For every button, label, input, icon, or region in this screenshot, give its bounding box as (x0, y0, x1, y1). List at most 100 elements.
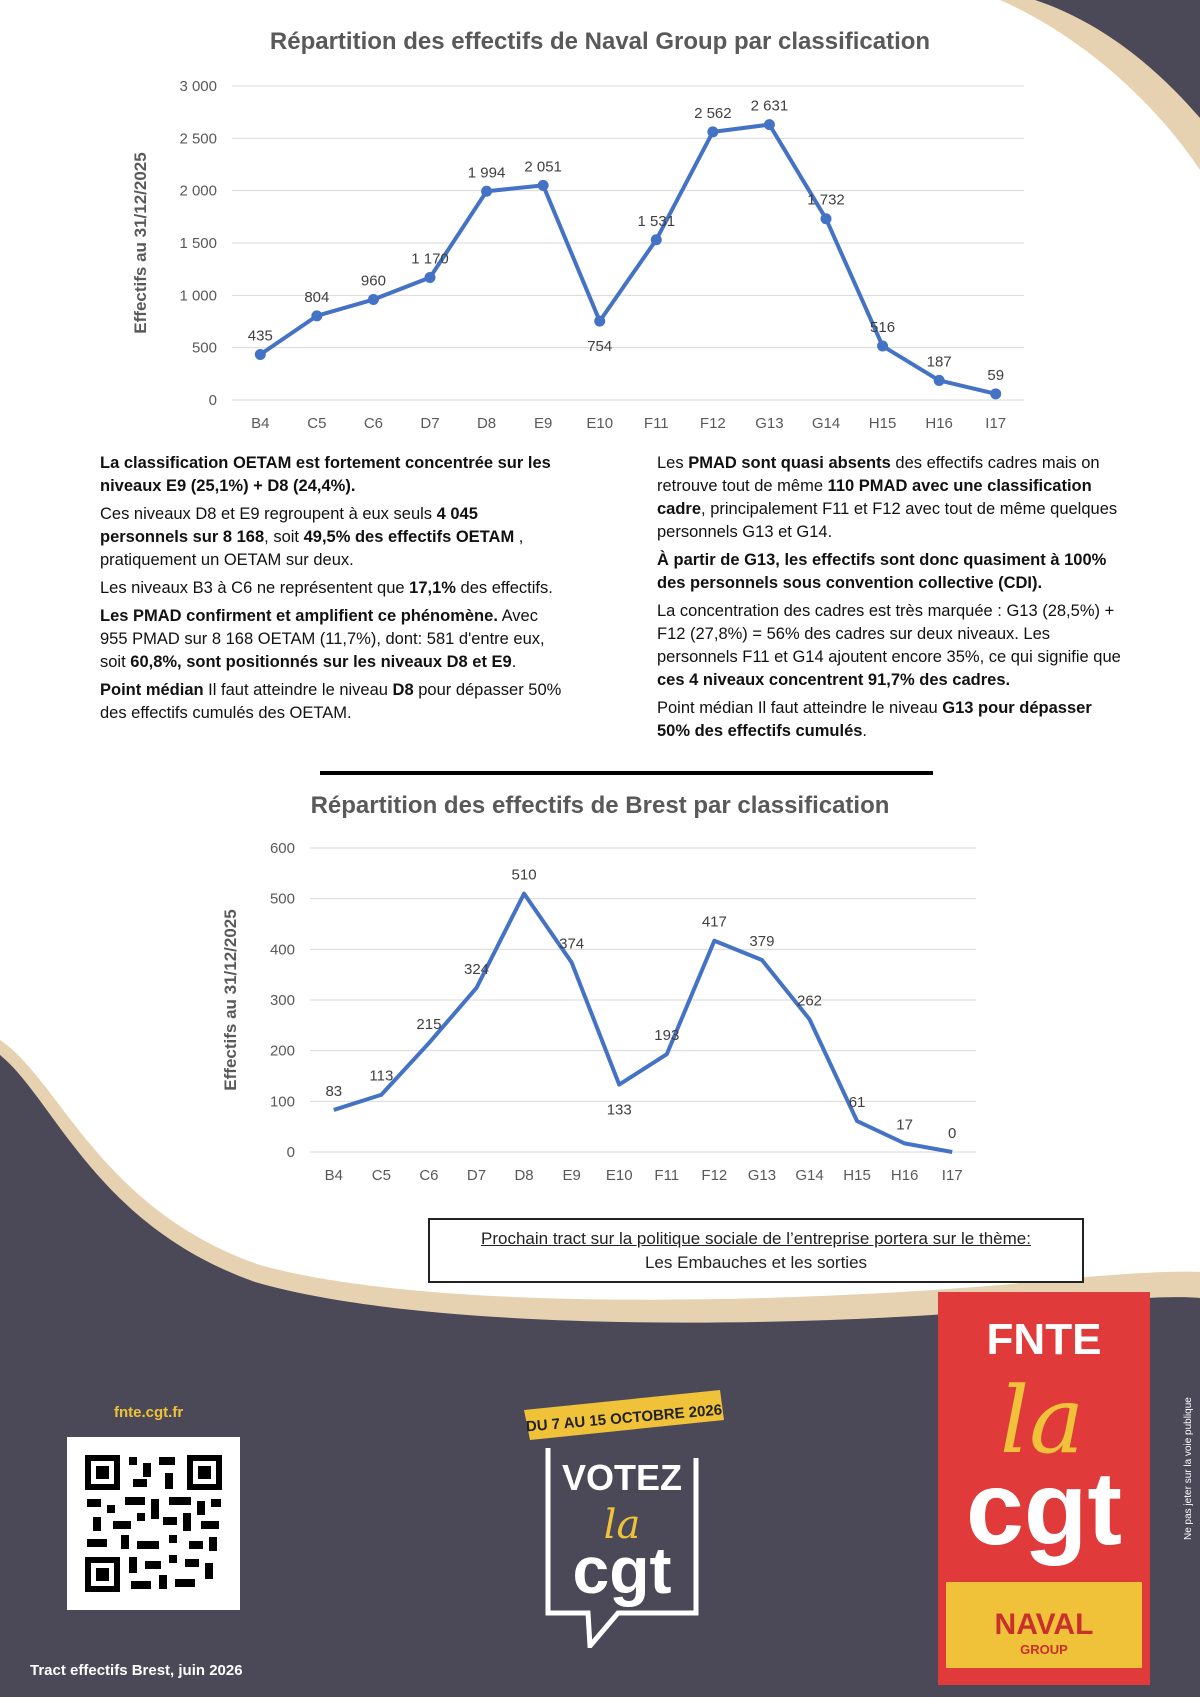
y-tick-label: 500 (270, 891, 295, 908)
x-tick-label: E9 (562, 1167, 580, 1184)
data-point (933, 374, 945, 386)
x-tick-label: I17 (985, 415, 1006, 432)
vote-cgt-badge: DU 7 AU 15 OCTOBRE 2026 VOTEZ la cgt (524, 1390, 724, 1648)
data-point (877, 340, 889, 352)
notice-line-2: Les Embauches et les sorties (644, 1253, 868, 1272)
data-point (367, 294, 379, 306)
right-paragraph-4: Point médian Il faut atteindre le niveau… (657, 699, 1092, 740)
data-label: 1 170 (411, 251, 449, 268)
data-label: 1 994 (468, 164, 506, 181)
next-tract-notice: Prochain tract sur la politique sociale … (428, 1218, 1084, 1283)
x-tick-label: F12 (700, 415, 726, 432)
y-tick-label: 100 (270, 1093, 295, 1110)
y-tick-label: 0 (209, 392, 217, 409)
data-label: 215 (416, 1016, 441, 1033)
data-label: 754 (587, 338, 612, 355)
data-label: 960 (361, 273, 386, 290)
section-divider (320, 771, 933, 775)
qr-code-icon (85, 1455, 222, 1592)
x-tick-label: B4 (251, 415, 269, 432)
logo-naval-text: NAVAL (995, 1608, 1094, 1641)
x-tick-label: E10 (586, 415, 613, 432)
data-label: 516 (870, 319, 895, 336)
data-label: 510 (512, 867, 537, 884)
data-label: 435 (248, 327, 273, 344)
website-link[interactable]: fnte.cgt.fr (114, 1404, 184, 1421)
x-tick-label: G13 (755, 415, 783, 432)
tract-footer-label: Tract effectifs Brest, juin 2026 (30, 1662, 243, 1679)
data-label: 0 (948, 1125, 956, 1142)
data-label: 59 (987, 367, 1004, 384)
right-paragraph-2: À partir de G13, les effectifs sont donc… (657, 551, 1107, 592)
data-point (650, 234, 662, 246)
x-tick-label: D8 (514, 1167, 533, 1184)
data-label: 2 051 (524, 158, 562, 175)
y-tick-label: 1 000 (179, 287, 217, 304)
data-point (707, 126, 719, 138)
x-tick-label: E9 (534, 415, 552, 432)
x-tick-label: H15 (869, 415, 897, 432)
vote-cgt-text: cgt (573, 1533, 672, 1607)
data-point (254, 348, 266, 360)
x-tick-label: I17 (942, 1167, 963, 1184)
data-label: 2 562 (694, 105, 732, 122)
y-tick-label: 500 (192, 340, 217, 357)
data-point (481, 185, 493, 197)
series-line (333, 891, 953, 1154)
data-label: 2 631 (751, 98, 789, 115)
left-paragraph-5: Point médian Il faut atteindre le niveau… (100, 681, 562, 722)
x-tick-label: D7 (420, 415, 439, 432)
data-label: 133 (607, 1102, 632, 1119)
data-label: 61 (849, 1094, 866, 1111)
right-text-column: Les PMAD sont quasi absents des effectif… (657, 452, 1127, 748)
x-tick-label: D8 (477, 415, 496, 432)
data-label: 379 (749, 933, 774, 950)
placeholder-block (262, 1424, 487, 1496)
right-paragraph-1: Les PMAD sont quasi absents des effectif… (657, 454, 1118, 541)
fnte-text: FNTE (987, 1315, 1102, 1364)
x-tick-label: G14 (795, 1167, 823, 1184)
line-chart-naval-group: 0 500 1 000 1 500 2 000 2 500 3 000 B4 C5 C6 D7 D8 E… (131, 78, 1024, 432)
left-paragraph-3: Les niveaux B3 à C6 ne représentent que … (100, 579, 553, 597)
qr-code (67, 1437, 240, 1610)
y-tick-label: 2 000 (179, 183, 217, 200)
data-label: 83 (325, 1083, 342, 1100)
y-tick-label: 600 (270, 840, 295, 857)
data-label: 187 (927, 353, 952, 370)
data-label: 1 531 (638, 213, 676, 230)
y-tick-label: 300 (270, 992, 295, 1009)
data-label: 324 (464, 961, 489, 978)
x-tick-label: C6 (419, 1167, 438, 1184)
right-paragraph-3: La concentration des cadres est très mar… (657, 602, 1121, 689)
x-tick-label: F11 (644, 415, 669, 432)
left-text-column: La classification OETAM est fortement co… (100, 452, 565, 730)
series-line (259, 122, 997, 396)
x-tick-label: D7 (467, 1167, 486, 1184)
x-tick-label: C6 (364, 415, 383, 432)
data-point (990, 388, 1002, 400)
x-tick-label: F12 (701, 1167, 727, 1184)
left-paragraph-1: La classification OETAM est fortement co… (100, 454, 551, 495)
y-axis-label: Effectifs au 31/12/2025 (221, 909, 240, 1090)
data-label: 17 (896, 1116, 913, 1133)
notice-line-1: Prochain tract sur la politique sociale … (481, 1229, 1031, 1248)
data-label: 1 732 (807, 192, 845, 209)
data-label: 113 (369, 1068, 393, 1085)
logo-la-text: la (1000, 1367, 1084, 1474)
y-tick-label: 1 500 (179, 235, 217, 252)
x-tick-label: C5 (307, 415, 326, 432)
data-point (537, 179, 549, 191)
data-point (820, 213, 832, 225)
data-point (763, 119, 775, 131)
data-point (594, 315, 606, 327)
y-tick-label: 0 (287, 1144, 295, 1161)
data-label: 804 (304, 289, 329, 306)
logo-cgt-text: cgt (966, 1451, 1122, 1567)
x-tick-label: C5 (372, 1167, 391, 1184)
data-label: 417 (702, 914, 727, 931)
data-label: 193 (654, 1027, 679, 1044)
x-tick-label: H16 (925, 415, 953, 432)
chart-title-naval-group: Répartition des effectifs de Naval Group… (269, 28, 931, 55)
x-tick-label: G13 (748, 1167, 776, 1184)
